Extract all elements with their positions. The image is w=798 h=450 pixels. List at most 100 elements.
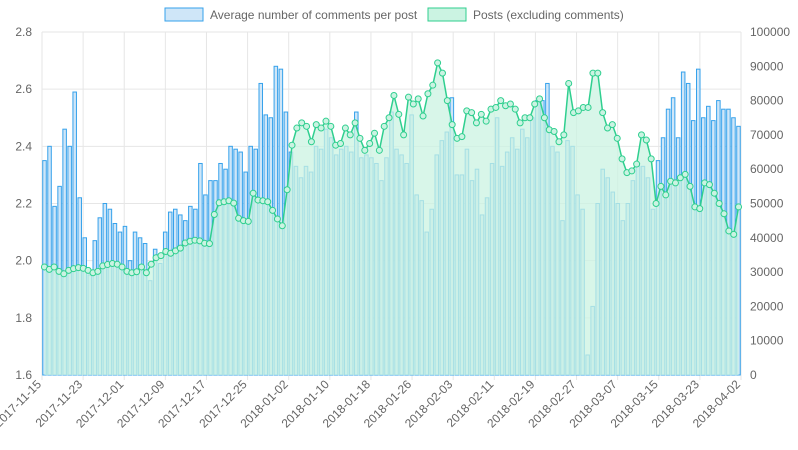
legend-label: Posts (excluding comments) <box>473 8 624 22</box>
point <box>303 122 311 130</box>
point <box>637 131 645 139</box>
point <box>385 114 393 122</box>
left-axis-tick-label: 2.6 <box>15 82 32 96</box>
point <box>584 103 592 111</box>
legend-item[interactable]: Average number of comments per post <box>164 7 418 22</box>
left-axis-tick-label: 1.6 <box>15 368 32 382</box>
point <box>696 205 704 213</box>
right-axis-tick-label: 80000 <box>750 94 784 108</box>
point <box>346 131 354 139</box>
point <box>366 139 374 147</box>
point <box>565 79 573 87</box>
point <box>400 131 408 139</box>
point <box>443 97 451 105</box>
point <box>60 270 68 278</box>
point <box>147 260 155 268</box>
point <box>618 155 626 163</box>
right-axis-tick-label: 50000 <box>750 197 784 211</box>
point <box>540 114 548 122</box>
point <box>278 222 286 230</box>
point <box>676 174 684 182</box>
point <box>205 240 213 248</box>
point <box>652 200 660 207</box>
point <box>322 117 330 125</box>
point <box>341 124 349 132</box>
point <box>307 138 315 146</box>
point <box>264 198 272 206</box>
point <box>118 263 126 271</box>
point <box>550 127 558 135</box>
point <box>599 109 607 117</box>
point <box>138 263 146 271</box>
right-axis-tick-label: 60000 <box>750 162 784 176</box>
point <box>375 146 383 154</box>
left-axis-tick-label: 2.8 <box>15 25 32 39</box>
point <box>506 100 514 108</box>
point <box>133 268 141 276</box>
point <box>633 160 641 168</box>
point <box>710 189 718 197</box>
point <box>409 100 417 108</box>
point <box>142 269 150 277</box>
point <box>361 146 369 154</box>
left-axis-tick-label: 2.0 <box>15 254 32 268</box>
point <box>608 121 616 129</box>
point <box>404 93 412 101</box>
point <box>298 119 306 127</box>
point <box>516 119 524 127</box>
point <box>390 91 398 99</box>
point <box>468 109 476 117</box>
point <box>419 112 427 120</box>
right-axis-tick-label: 0 <box>750 368 757 382</box>
chart-legend[interactable]: Average number of comments per post Posts… <box>164 7 624 22</box>
point <box>511 105 519 113</box>
area-fill <box>44 62 739 376</box>
left-axis-tick-label: 1.8 <box>15 311 32 325</box>
point <box>434 59 442 67</box>
right-axis-tick-label: 40000 <box>750 231 784 245</box>
point <box>657 182 665 190</box>
point <box>642 136 650 144</box>
point <box>312 121 320 129</box>
point <box>725 227 733 235</box>
point <box>628 167 636 175</box>
point <box>681 170 689 178</box>
legend-label: Average number of comments per post <box>210 8 418 22</box>
point <box>230 199 238 207</box>
point <box>288 141 296 149</box>
point <box>94 267 102 275</box>
point <box>686 182 694 190</box>
point <box>560 131 568 139</box>
left-axis-tick-label: 2.4 <box>15 139 32 153</box>
point <box>492 103 500 111</box>
point <box>482 117 490 125</box>
point <box>429 81 437 89</box>
right-axis-tick-label: 90000 <box>750 59 784 73</box>
point <box>244 217 252 225</box>
point <box>414 95 422 103</box>
point <box>249 189 257 197</box>
point <box>327 122 335 130</box>
point <box>647 155 655 163</box>
point <box>337 139 345 147</box>
left-axis-tick-label: 2.2 <box>15 197 32 211</box>
point <box>594 69 602 77</box>
point <box>50 263 58 271</box>
point <box>671 179 679 187</box>
point <box>273 215 281 223</box>
point <box>210 210 218 218</box>
point <box>720 210 728 218</box>
point <box>356 134 364 142</box>
point <box>293 124 301 132</box>
point <box>536 95 544 103</box>
point <box>424 90 432 98</box>
point <box>395 110 403 118</box>
point <box>555 138 563 146</box>
point <box>497 97 505 105</box>
point <box>730 230 738 238</box>
area-series-posts <box>40 59 743 376</box>
legend-item[interactable]: Posts (excluding comments) <box>427 7 624 22</box>
point <box>351 119 359 127</box>
point <box>662 191 670 199</box>
